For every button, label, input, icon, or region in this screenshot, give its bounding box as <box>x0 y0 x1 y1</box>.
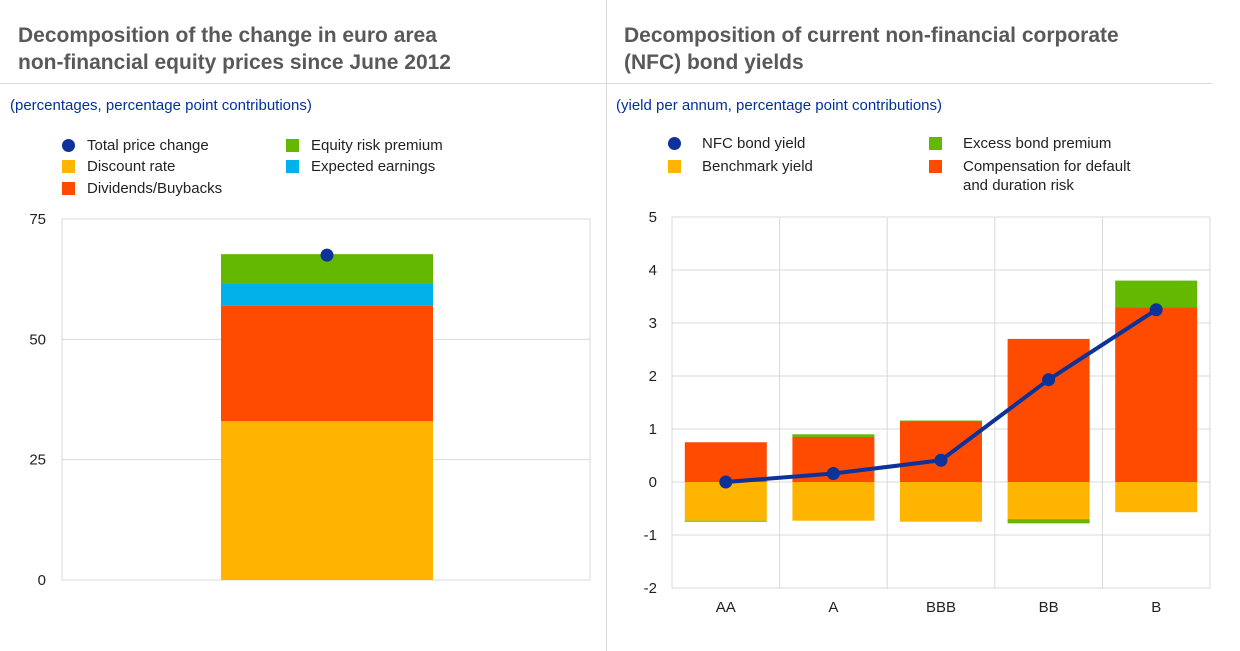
right-title-rule <box>607 83 1212 84</box>
legend-nfc-bond-yield-marker <box>668 137 681 150</box>
right-y-tick-label-2: 2 <box>649 368 657 385</box>
right-bar-b-compensation-for-default-and-duration-risk <box>1115 307 1198 482</box>
left-y-tick-label-25: 25 <box>29 452 46 469</box>
right-x-tick-label-aa: AA <box>716 599 736 616</box>
legend-discount-rate-marker <box>62 160 75 173</box>
right-y-tick-label-1: 1 <box>649 421 657 438</box>
right-bar-b-benchmark-yield <box>1115 482 1198 513</box>
right-bar-aa-compensation-for-default-and-duration-risk <box>684 442 767 482</box>
right-chart-title-line2: (NFC) bond yields <box>624 51 804 74</box>
legend-excess-bond-premium-marker <box>929 137 942 150</box>
right-bar-aa-excess-bond-premium <box>684 520 767 522</box>
left-bar-segment-expected-earnings <box>221 283 433 306</box>
right-chart-title-line1: Decomposition of current non-financial c… <box>624 24 1119 47</box>
legend-equity-risk-premium-label: Equity risk premium <box>311 137 443 154</box>
panel-divider <box>606 0 607 651</box>
right-bar-a-benchmark-yield <box>792 482 875 521</box>
legend-compensation-default-duration: Compensation for default and duration ri… <box>929 157 1131 195</box>
right-y-tick-label--2: -2 <box>644 580 657 597</box>
legend-benchmark-yield-label: Benchmark yield <box>702 158 813 175</box>
left-chart-title-line1: Decomposition of the change in euro area <box>18 24 437 47</box>
legend-excess-bond-premium-label: Excess bond premium <box>963 135 1112 152</box>
right-bar-bbb-compensation-for-default-and-duration-risk <box>900 421 982 482</box>
right-bar-b-excess-bond-premium <box>1115 280 1198 308</box>
legend-dividends-buybacks-marker <box>62 182 75 195</box>
legend-total-price-change: Total price change <box>62 136 209 155</box>
right-x-tick-label-a: A <box>828 599 838 616</box>
legend-compensation-default-duration-label-line2: and duration risk <box>963 177 1074 194</box>
right-bar-bb-excess-bond-premium <box>1007 519 1090 524</box>
left-total-price-change-marker <box>320 248 334 262</box>
left-y-tick-label-0: 0 <box>38 572 46 589</box>
right-nfc-bond-yield-point-aa <box>719 475 733 489</box>
right-bar-bbb-benchmark-yield <box>900 482 982 522</box>
legend-expected-earnings: Expected earnings <box>286 157 435 176</box>
left-chart-subtitle: (percentages, percentage point contribut… <box>10 97 312 114</box>
legend-total-price-change-label: Total price change <box>87 137 209 154</box>
legend-discount-rate-label: Discount rate <box>87 158 176 175</box>
legend-benchmark-yield-marker <box>668 160 681 173</box>
right-chart-subtitle: (yield per annum, percentage point contr… <box>616 97 943 114</box>
legend-dividends-buybacks: Dividends/Buybacks <box>62 179 222 198</box>
right-y-tick-label-3: 3 <box>649 315 657 332</box>
right-bar-bb-benchmark-yield <box>1007 482 1090 520</box>
legend-nfc-bond-yield: NFC bond yield <box>668 134 805 153</box>
right-bar-bbb-excess-bond-premium <box>900 420 982 422</box>
legend-equity-risk-premium: Equity risk premium <box>286 136 443 155</box>
right-x-tick-label-bb: BB <box>1039 599 1059 616</box>
right-nfc-bond-yield-point-bb <box>1042 373 1056 387</box>
legend-expected-earnings-marker <box>286 160 299 173</box>
right-chart-title: Decomposition of current non-financial c… <box>624 22 1119 76</box>
right-bar-a-excess-bond-premium <box>792 434 875 437</box>
right-x-tick-label-b: B <box>1151 599 1161 616</box>
legend-nfc-bond-yield-label: NFC bond yield <box>702 135 806 152</box>
right-y-tick-label-0: 0 <box>649 474 657 491</box>
legend-discount-rate: Discount rate <box>62 157 175 176</box>
left-y-tick-label-75: 75 <box>29 211 46 228</box>
legend-compensation-default-duration-marker <box>929 160 942 173</box>
left-chart-title: Decomposition of the change in euro area… <box>18 22 451 76</box>
legend-expected-earnings-label: Expected earnings <box>311 158 436 175</box>
right-x-tick-label-bbb: BBB <box>926 599 956 616</box>
legend-benchmark-yield: Benchmark yield <box>668 157 813 176</box>
right-nfc-bond-yield-point-a <box>826 467 840 481</box>
legend-excess-bond-premium: Excess bond premium <box>929 134 1111 153</box>
right-y-tick-label-5: 5 <box>649 209 657 226</box>
left-title-rule <box>0 83 606 84</box>
right-nfc-bond-yield-point-bbb <box>934 453 948 467</box>
right-nfc-bond-yield-point-b <box>1149 303 1163 317</box>
right-y-tick-label-4: 4 <box>649 262 657 279</box>
legend-total-price-change-marker <box>62 139 75 152</box>
legend-equity-risk-premium-marker <box>286 139 299 152</box>
left-y-tick-label-50: 50 <box>29 331 46 348</box>
legend-dividends-buybacks-label: Dividends/Buybacks <box>87 180 223 197</box>
legend-compensation-default-duration-label-line1: Compensation for default <box>963 158 1131 175</box>
right-y-tick-label--1: -1 <box>644 527 657 544</box>
left-chart-title-line2: non-financial equity prices since June 2… <box>18 51 451 74</box>
left-bar-segment-dividends-buybacks <box>221 305 433 422</box>
left-bar-segment-discount-rate <box>221 421 433 580</box>
